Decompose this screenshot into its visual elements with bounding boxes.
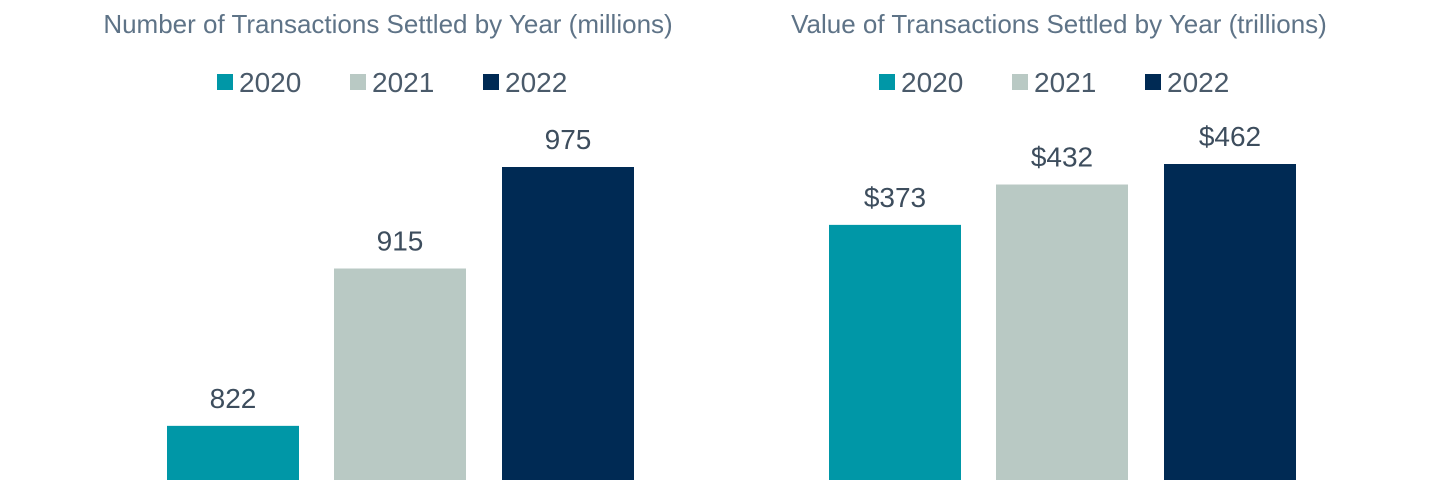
bar-2020 — [167, 425, 299, 480]
chart-legend: 2020 2021 2022 — [879, 67, 1229, 98]
legend-swatch-2022 — [1145, 74, 1161, 90]
bar-2020 — [829, 224, 961, 480]
bar-2021 — [334, 268, 466, 480]
bar-2022 — [1164, 164, 1296, 480]
legend-label-2021: 2021 — [372, 67, 434, 98]
chart-title: Number of Transactions Settled by Year (… — [103, 9, 672, 39]
transactions-count-chart: Number of Transactions Settled by Year (… — [103, 9, 673, 480]
legend-label-2022: 2022 — [1167, 67, 1229, 98]
legend-swatch-2021 — [350, 74, 366, 90]
legend-swatch-2020 — [217, 74, 233, 90]
plot-area: 822 915 975 — [167, 124, 634, 480]
data-label-2020: 822 — [210, 383, 257, 414]
plot-area: $373 $432 $462 — [829, 121, 1296, 481]
chart-title: Value of Transactions Settled by Year (t… — [791, 9, 1327, 39]
legend-swatch-2020 — [879, 74, 895, 90]
data-label-2020: $373 — [864, 182, 926, 213]
data-label-2022: $462 — [1199, 121, 1261, 152]
data-label-2021: 915 — [377, 226, 424, 257]
data-label-2022: 975 — [545, 124, 592, 155]
legend-swatch-2021 — [1012, 74, 1028, 90]
legend-label-2020: 2020 — [901, 67, 963, 98]
bar-2022 — [502, 167, 634, 480]
data-label-2021: $432 — [1031, 142, 1093, 173]
chart-legend: 2020 2021 2022 — [217, 67, 567, 98]
bar-2021 — [996, 184, 1128, 481]
legend-swatch-2022 — [483, 74, 499, 90]
legend-label-2020: 2020 — [239, 67, 301, 98]
legend-label-2021: 2021 — [1034, 67, 1096, 98]
legend-label-2022: 2022 — [505, 67, 567, 98]
transactions-value-chart: Value of Transactions Settled by Year (t… — [791, 9, 1327, 481]
